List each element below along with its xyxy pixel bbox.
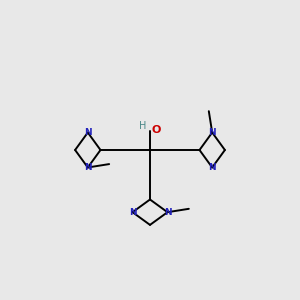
Text: N: N (84, 163, 92, 172)
Text: N: N (164, 208, 171, 217)
Text: N: N (208, 163, 216, 172)
Text: N: N (84, 128, 92, 137)
Text: O: O (152, 125, 161, 135)
Text: N: N (129, 208, 136, 217)
Text: N: N (208, 128, 216, 137)
Text: H: H (139, 121, 146, 131)
